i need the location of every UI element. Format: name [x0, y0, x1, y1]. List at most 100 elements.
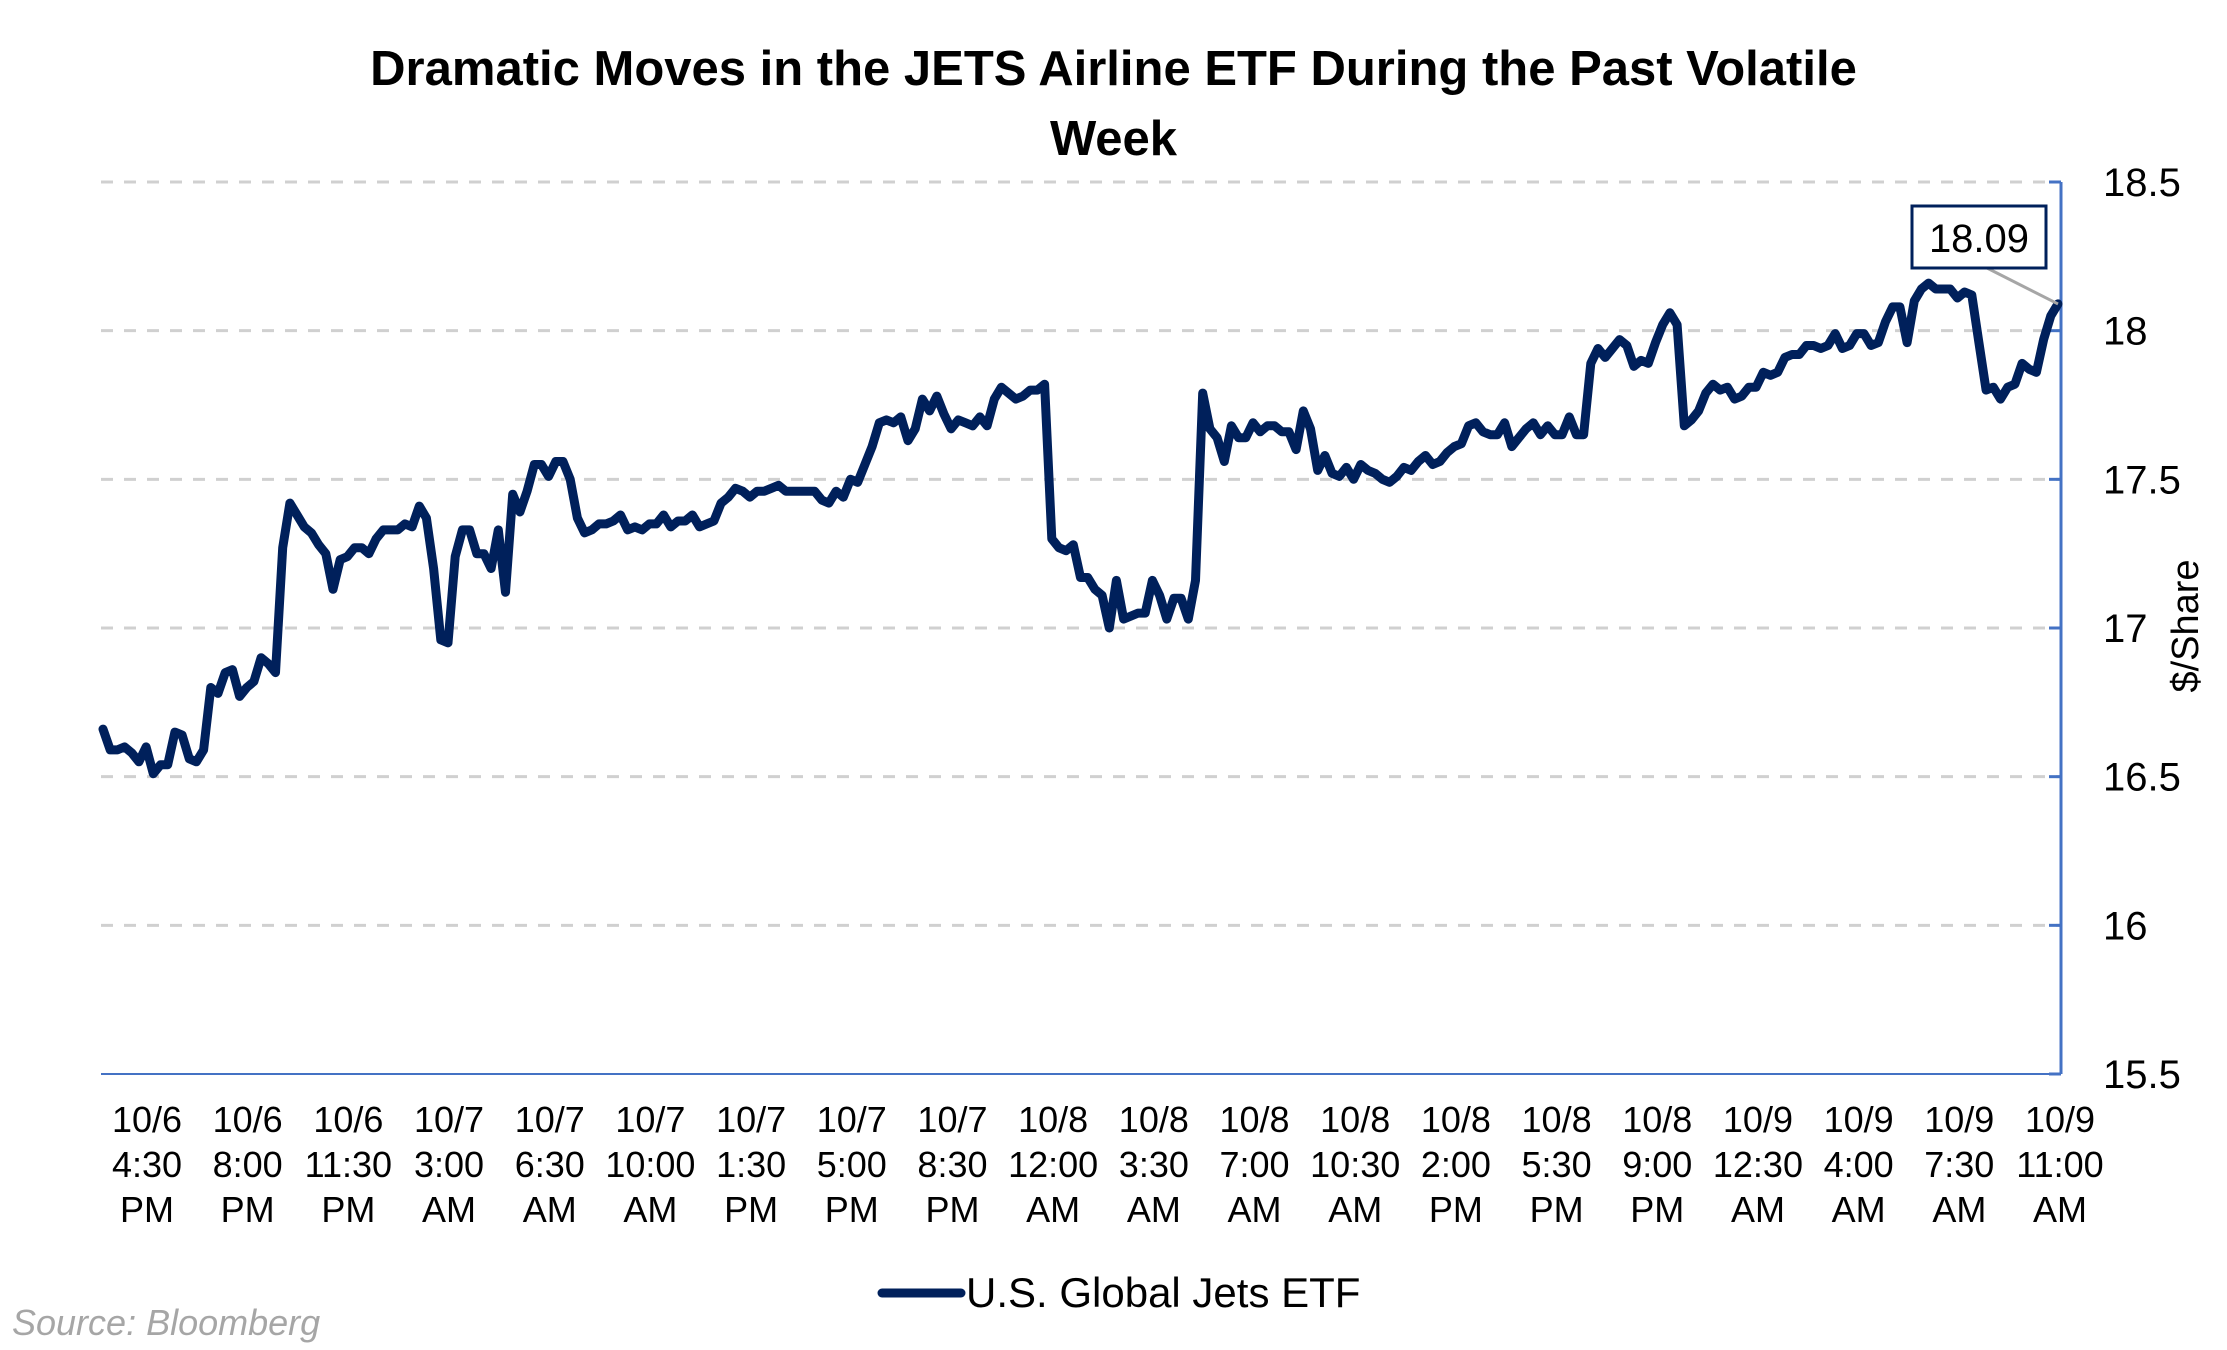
data-point	[800, 491, 801, 492]
data-point	[1058, 547, 1059, 548]
data-point	[1562, 434, 1563, 435]
data-point	[1526, 428, 1527, 429]
data-point	[239, 696, 240, 697]
data-point	[1317, 470, 1318, 471]
data-point	[1583, 434, 1584, 435]
data-point	[1403, 467, 1404, 468]
data-point	[519, 512, 520, 513]
data-point	[1411, 470, 1412, 471]
callout-box	[1910, 204, 2048, 270]
data-point	[821, 500, 822, 501]
data-point	[1181, 598, 1182, 599]
data-point	[678, 521, 679, 522]
data-point	[577, 518, 578, 519]
data-point	[311, 532, 312, 533]
data-point	[146, 746, 147, 747]
data-point	[1332, 473, 1333, 474]
series-line-jets-etf	[98, 278, 2063, 779]
data-point	[958, 419, 959, 420]
legend-label: U.S. Global Jets ETF	[966, 1269, 1360, 1316]
data-point	[412, 526, 413, 527]
data-point	[591, 529, 592, 530]
data-point	[1030, 390, 1031, 391]
data-point	[706, 523, 707, 524]
x-tick-label: 10/8 2:00 PM	[1421, 1099, 1491, 1230]
x-tick-label: 10/6 4:30 PM	[112, 1099, 182, 1230]
data-point	[196, 761, 197, 762]
data-point	[1015, 399, 1016, 400]
data-point	[1698, 410, 1699, 411]
data-point	[1238, 437, 1239, 438]
data-point	[1353, 479, 1354, 480]
data-point	[1598, 348, 1599, 349]
data-point	[433, 568, 434, 569]
data-point	[1641, 360, 1642, 361]
data-point	[1145, 613, 1146, 614]
x-tick-label: 10/9 12:30 AM	[1713, 1099, 1803, 1230]
data-point	[864, 464, 865, 465]
data-point	[297, 515, 298, 516]
x-tick-label: 10/7 6:30 AM	[515, 1099, 585, 1230]
y-axis-title: $/Share	[2165, 559, 2207, 692]
data-point	[627, 529, 628, 530]
data-point	[483, 553, 484, 554]
data-point	[1928, 283, 1929, 284]
data-point	[318, 544, 319, 545]
data-point	[1073, 544, 1074, 545]
data-point	[138, 761, 139, 762]
x-tick-label: 10/7 1:30 PM	[716, 1099, 786, 1230]
data-point	[1224, 461, 1225, 462]
data-point	[1612, 348, 1613, 349]
y-tick-label: 18.5	[2103, 161, 2181, 205]
data-point	[1468, 425, 1469, 426]
data-point	[563, 461, 564, 462]
data-point	[2029, 369, 2030, 370]
data-point	[103, 729, 104, 730]
data-point	[419, 506, 420, 507]
data-point	[613, 521, 614, 522]
x-tick-label: 10/9 7:30 AM	[1924, 1099, 1994, 1230]
data-point	[469, 529, 470, 530]
data-point	[1569, 416, 1570, 417]
data-point	[1554, 434, 1555, 435]
data-point	[922, 399, 923, 400]
data-point	[1964, 292, 1965, 293]
data-point	[1504, 422, 1505, 423]
data-point	[692, 515, 693, 516]
data-point	[1109, 628, 1110, 629]
data-point	[1978, 342, 1979, 343]
data-point	[2036, 372, 2037, 373]
x-tick-label: 10/8 9:00 PM	[1622, 1099, 1692, 1230]
data-point	[721, 503, 722, 504]
data-point	[1540, 434, 1541, 435]
data-point	[1943, 289, 1944, 290]
data-point	[1856, 333, 1857, 334]
data-point	[246, 687, 247, 688]
data-point	[1878, 342, 1879, 343]
data-point	[1296, 449, 1297, 450]
axes	[101, 180, 2063, 1076]
data-point	[620, 515, 621, 516]
data-point	[1950, 289, 1951, 290]
data-point	[333, 589, 334, 590]
y-tick-label: 17.5	[2103, 458, 2181, 502]
data-point	[1605, 357, 1606, 358]
data-point	[1066, 550, 1067, 551]
data-point	[979, 416, 980, 417]
data-point	[253, 681, 254, 682]
data-point	[304, 526, 305, 527]
data-point	[1324, 455, 1325, 456]
data-point	[1080, 577, 1081, 578]
data-point	[1023, 396, 1024, 397]
data-point	[1633, 366, 1634, 367]
data-point	[793, 491, 794, 492]
data-point	[634, 526, 635, 527]
data-point	[1835, 333, 1836, 334]
data-point	[713, 521, 714, 522]
data-point	[2050, 315, 2051, 316]
data-point	[2007, 387, 2008, 388]
data-point	[2014, 384, 2015, 385]
data-point	[606, 523, 607, 524]
data-point	[1713, 384, 1714, 385]
y-tick-label: 16.5	[2103, 756, 2181, 800]
